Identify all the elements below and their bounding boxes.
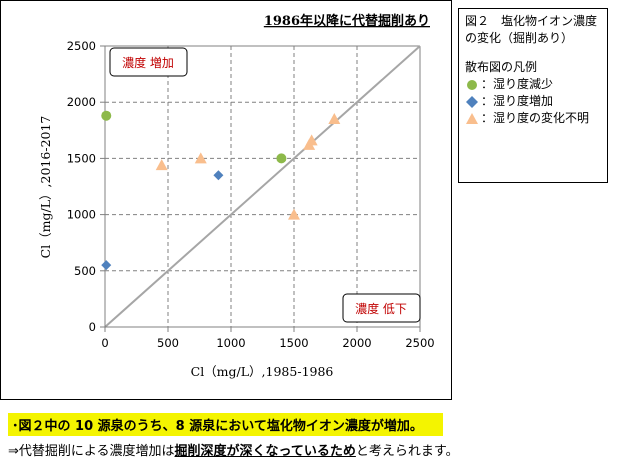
legend-label: ：湿り度増加 [481, 94, 554, 108]
y-tick-label: 1000 [67, 208, 96, 222]
data-points [101, 110, 341, 271]
x-tick-label: 2500 [405, 336, 434, 350]
data-point-triangle [194, 152, 207, 164]
y-tick-label: 0 [89, 320, 96, 334]
legend-box: 図２ 塩化物イオン濃度の変化（掘削あり） 散布図の凡例 ：湿り度減少 ：湿り度増… [458, 8, 608, 183]
chart-frame [0, 0, 452, 400]
conclusion-line: ⇒代替掘削による濃度増加は掘削深度が深くなっているためと考えられます。 [8, 440, 608, 459]
x-axis-label: Cl（mg/L）,1985-1986 [191, 364, 334, 379]
legend-heading: 散布図の凡例 [465, 60, 538, 74]
x-tick-label: 1000 [216, 336, 245, 350]
x-tick-label: 1500 [279, 336, 308, 350]
scatter-chart: 0 500 1000 1500 2000 2500 0 500 1000 1500 2000 2500… [0, 0, 452, 400]
data-point-triangle [305, 134, 318, 146]
highlight-summary: ･図２中の 10 源泉のうち、8 源泉において塩化物イオン濃度が増加。 [8, 413, 443, 436]
y-tick-label: 500 [74, 264, 96, 278]
x-tick-label: 2000 [342, 336, 371, 350]
data-point-diamond [101, 260, 112, 271]
blue-diamond-icon [466, 95, 478, 108]
green-circle-icon [467, 79, 477, 90]
corner-label-decrease: 濃度 低下 [342, 293, 421, 323]
data-point-diamond [213, 170, 224, 181]
corner-label-increase: 濃度 増加 [109, 47, 188, 77]
legend-label: ：湿り度減少 [481, 77, 554, 91]
corner-label-decrease-text: 濃度 低下 [355, 301, 407, 316]
conclusion-prefix: ⇒代替掘削による濃度増加は [8, 444, 175, 459]
y-axis-label: Cl（mg/L）,2016-2017 [38, 116, 53, 259]
corner-label-increase-text: 濃度 増加 [122, 55, 174, 70]
x-tick-label: 500 [157, 336, 179, 350]
figure-caption: 図２ 塩化物イオン濃度の変化（掘削あり） [465, 14, 598, 45]
y-tick-label: 1500 [67, 151, 96, 165]
y-tick-label: 2500 [67, 39, 96, 53]
data-point-circle [101, 110, 112, 121]
data-point-circle [276, 153, 287, 164]
data-point-triangle [155, 159, 168, 171]
chart-title: 1986年以降に代替掘削あり [264, 13, 430, 29]
legend-item-decrease: ：湿り度減少 [465, 76, 601, 93]
grid [105, 45, 421, 327]
conclusion-emphasis: 掘削深度が深くなっているため [174, 444, 356, 459]
y-tick-label: 2000 [67, 95, 96, 109]
x-tick-label: 0 [101, 336, 108, 350]
axes: 0 500 1000 1500 2000 2500 0 500 1000 1500 2000 2500 [67, 39, 435, 350]
legend-label: ：湿り度の変化不明 [481, 111, 590, 125]
legend-item-unknown: ：湿り度の変化不明 [465, 110, 601, 127]
conclusion-suffix: と考えられます。 [355, 444, 459, 459]
orange-triangle-icon [466, 112, 478, 124]
notes: ･図２中の 10 源泉のうち、8 源泉において塩化物イオン濃度が増加。 ⇒代替掘… [8, 413, 608, 459]
data-point-triangle [288, 208, 300, 220]
data-point-triangle [328, 113, 341, 125]
legend-item-increase: ：湿り度増加 [465, 93, 601, 110]
figure: 0 500 1000 1500 2000 2500 0 500 1000 1500 2000 2500… [0, 0, 608, 400]
reference-line [104, 45, 421, 328]
